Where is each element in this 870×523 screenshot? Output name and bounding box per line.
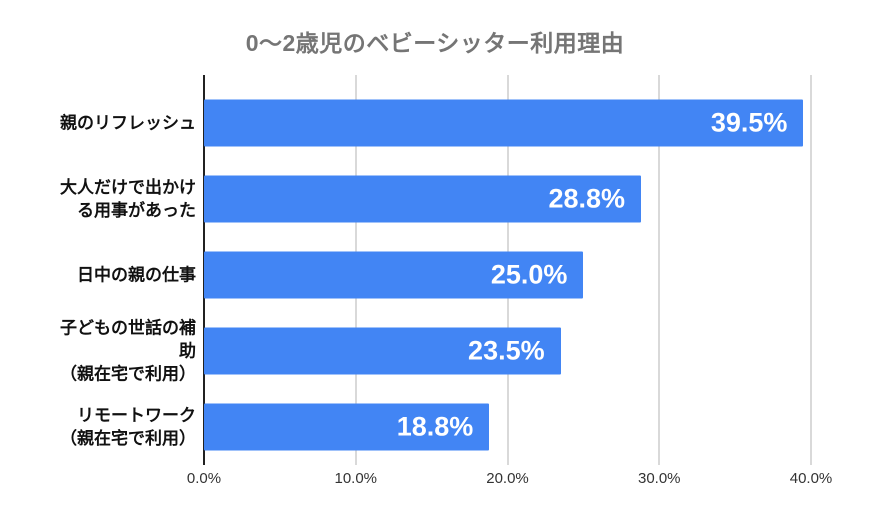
bar-row: 親のリフレッシュ 39.5%: [60, 85, 811, 161]
bar-row: 日中の親の仕事 25.0%: [77, 237, 811, 313]
x-tick-label: 40.0%: [789, 470, 833, 487]
x-tick-label: 20.0%: [486, 470, 529, 487]
bar-value-label: 23.5%: [468, 335, 545, 366]
bar-value-label: 25.0%: [490, 259, 568, 290]
x-tick-label: 0.0%: [186, 470, 222, 487]
gridline: [658, 75, 661, 465]
bar-rows: 親のリフレッシュ 39.5% 大人だけで出かけ る用事があった 28.8% 日中の親の仕…: [60, 85, 811, 465]
bar-row: リモートワーク （親在宅で利用） 18.8%: [60, 389, 811, 465]
category-label: 大人だけで出かけ る用事があった: [60, 178, 196, 220]
x-axis-tick-labels: 0.0% 10.0% 20.0% 30.0% 40.0%: [187, 470, 832, 492]
category-label: 日中の親の仕事: [77, 265, 196, 285]
bar: 18.8%: [204, 403, 490, 451]
bar-row: 子どもの世話の補 助 （親在宅で利用） 23.5%: [60, 313, 811, 389]
category-label: 親のリフレッシュ: [60, 113, 196, 133]
chart-title: 0〜2歳児のベビーシッター利用理由: [245, 30, 625, 56]
bar-row: 大人だけで出かけ る用事があった 28.8%: [60, 161, 811, 237]
bar-value-label: 39.5%: [710, 107, 788, 138]
bar: 23.5%: [204, 327, 561, 375]
bar: 39.5%: [204, 99, 804, 147]
category-label: 子どもの世話の補 助 （親在宅で利用）: [60, 318, 196, 384]
x-tick-label: 10.0%: [334, 470, 378, 487]
category-label: リモートワーク （親在宅で利用）: [60, 406, 196, 448]
bar-value-label: 28.8%: [548, 183, 626, 214]
bar-value-label: 18.8%: [396, 411, 474, 442]
gridline: [810, 75, 812, 465]
plot-area: 親のリフレッシュ 39.5% 大人だけで出かけ る用事があった 28.8% 日中の親の仕…: [60, 75, 812, 465]
bar: 25.0%: [204, 251, 584, 299]
bar: 28.8%: [204, 175, 642, 223]
x-tick-label: 30.0%: [637, 470, 681, 487]
